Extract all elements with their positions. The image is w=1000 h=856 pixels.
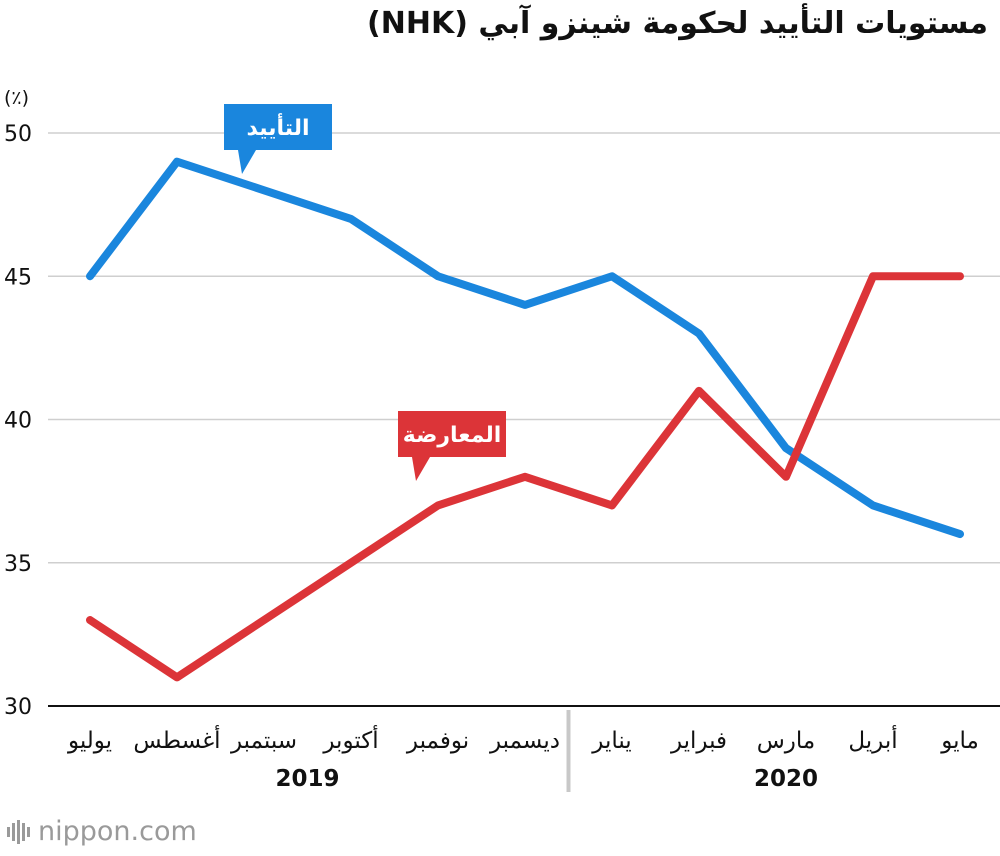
y-tick-labels: 30 35 40 45 50: [4, 122, 32, 720]
chart-title: مستويات التأييد لحكومة شينزو آبي (NHK): [367, 6, 988, 41]
callout-box: [398, 411, 506, 457]
series-callout: المعارضة: [398, 411, 506, 481]
callout-pointer: [238, 150, 256, 174]
x-tick-label: مايو: [940, 728, 979, 754]
x-tick-label: مارس: [757, 728, 816, 754]
year-label: 2019: [275, 766, 339, 792]
x-tick-label: يوليو: [67, 728, 112, 754]
series-callouts: التأييد المعارضة: [224, 104, 506, 481]
callout-label: التأييد: [247, 112, 310, 141]
x-tick-label: نوفمبر: [406, 728, 469, 754]
x-tick-label: يناير: [591, 728, 631, 754]
x-tick-label: فبراير: [670, 728, 727, 754]
logo-text: nippon.com: [38, 816, 197, 847]
series-callout: التأييد: [224, 104, 332, 174]
y-tick-label: 50: [4, 122, 32, 147]
y-tick-label: 30: [4, 695, 32, 720]
nippon-logo-icon: [7, 819, 30, 844]
x-tick-label: سبتمبر: [230, 728, 297, 754]
x-tick-label: ديسمبر: [489, 728, 560, 754]
year-group-labels: 2019 2020: [275, 710, 818, 792]
data-series: [86, 157, 964, 682]
nippon-logo: nippon.com: [6, 816, 197, 847]
y-tick-label: 45: [4, 265, 32, 290]
callout-label: المعارضة: [403, 423, 502, 448]
y-axis-unit-label: (٪): [4, 87, 29, 109]
x-tick-labels: يوليو أغسطس سبتمبر أكتوبر نوفمبر ديسمبر يناير ف…: [67, 725, 979, 754]
x-tick-label: أبريل: [848, 725, 897, 754]
x-tick-label: أغسطس: [133, 725, 220, 754]
grid-lines: [48, 132, 1000, 707]
callout-box: [224, 104, 332, 150]
year-label: 2020: [754, 766, 818, 792]
callout-pointer: [412, 457, 430, 481]
x-tick-label: أكتوبر: [322, 725, 378, 754]
y-tick-label: 35: [4, 552, 32, 577]
y-tick-label: 40: [4, 409, 32, 434]
